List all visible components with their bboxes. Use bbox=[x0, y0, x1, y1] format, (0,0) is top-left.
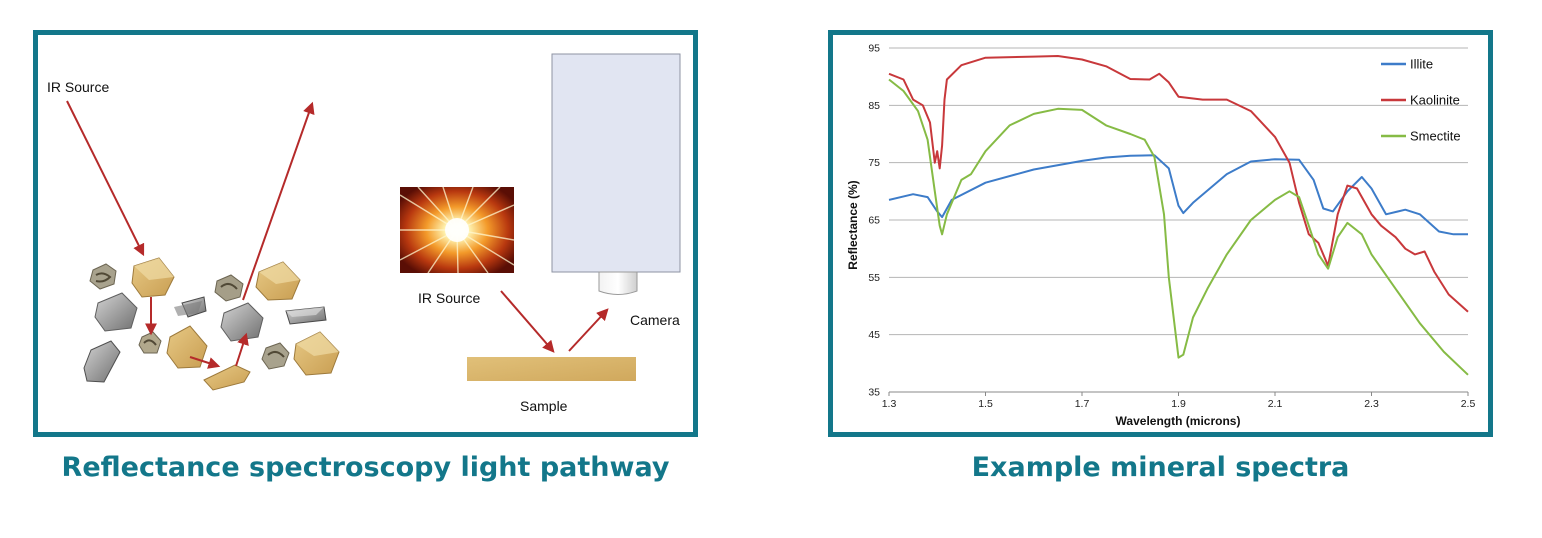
chart-legend: Illite Kaolinite Smectite bbox=[1381, 57, 1461, 144]
mineral-spectra-chart: 35 45 55 65 75 85 95 1.3 1.5 1.7 1.9 2.1 2.3 2.5 Ill… bbox=[846, 43, 1476, 429]
x-tick-label: 2.3 bbox=[1364, 398, 1379, 410]
y-tick-label: 95 bbox=[868, 43, 880, 55]
grain bbox=[293, 331, 340, 376]
grain bbox=[285, 306, 327, 325]
ir-source-label-middle: IR Source bbox=[418, 290, 480, 306]
y-tick-label: 55 bbox=[868, 272, 880, 284]
x-tick-labels: 1.3 1.5 1.7 1.9 2.1 2.3 2.5 bbox=[882, 392, 1476, 410]
x-tick-label: 1.9 bbox=[1171, 398, 1186, 410]
x-tick-label: 1.3 bbox=[882, 398, 897, 410]
series-line-kaolinite bbox=[888, 55, 1469, 313]
grain bbox=[214, 274, 244, 302]
y-tick-label: 75 bbox=[868, 157, 880, 169]
ir-source-image bbox=[399, 186, 515, 274]
sample-to-camera-arrow bbox=[568, 308, 609, 352]
incident-ray-arrow bbox=[66, 100, 145, 257]
x-tick-label: 1.7 bbox=[1075, 398, 1090, 410]
x-tick-label: 2.5 bbox=[1461, 398, 1476, 410]
grain bbox=[131, 257, 175, 298]
grain bbox=[138, 331, 162, 354]
left-caption: Reflectance spectroscopy light pathway bbox=[61, 452, 670, 483]
right-caption: Example mineral spectra bbox=[971, 452, 1350, 483]
mineral-spectra-chart-panel: 35 45 55 65 75 85 95 1.3 1.5 1.7 1.9 2.1 2.3 2.5 Ill… bbox=[828, 30, 1493, 437]
x-tick-label: 2.1 bbox=[1268, 398, 1283, 410]
grain bbox=[203, 364, 251, 391]
legend-label-kaolinite: Kaolinite bbox=[1410, 93, 1460, 108]
light-pathway-diagram: IR Source IR Source Camera Sample bbox=[47, 53, 681, 414]
y-axis-label: Reflectance (%) bbox=[846, 180, 860, 269]
light-path-arrows bbox=[66, 100, 609, 369]
y-tick-label: 65 bbox=[868, 215, 880, 227]
x-axis-label: Wavelength (microns) bbox=[1116, 414, 1241, 428]
sample-label: Sample bbox=[520, 398, 568, 414]
mineral-grains bbox=[83, 257, 340, 391]
series-line-smectite bbox=[888, 78, 1469, 376]
light-pathway-diagram-panel: IR Source IR Source Camera Sample bbox=[33, 30, 698, 437]
grain bbox=[89, 263, 117, 290]
spectra-lines bbox=[888, 55, 1469, 376]
legend-label-illite: Illite bbox=[1410, 57, 1433, 72]
grain bbox=[261, 342, 290, 370]
grain bbox=[94, 292, 138, 332]
camera-label: Camera bbox=[630, 312, 680, 328]
grain bbox=[220, 302, 264, 342]
grain bbox=[166, 325, 208, 369]
y-tick-label: 85 bbox=[868, 100, 880, 112]
x-tick-label: 1.5 bbox=[978, 398, 993, 410]
camera-icon bbox=[551, 53, 681, 295]
grain bbox=[174, 296, 207, 318]
series-line-illite bbox=[888, 154, 1468, 236]
y-tick-labels: 35 45 55 65 75 85 95 bbox=[868, 43, 880, 399]
scatter-ray-arrow bbox=[235, 332, 249, 367]
grain bbox=[83, 340, 121, 383]
chart-gridlines bbox=[889, 47, 1468, 393]
y-tick-label: 45 bbox=[868, 329, 880, 341]
ir-source-label-top: IR Source bbox=[47, 79, 109, 95]
source-to-sample-arrow bbox=[500, 290, 555, 353]
reflected-ray-arrow bbox=[242, 101, 315, 301]
grain bbox=[255, 261, 301, 301]
legend-label-smectite: Smectite bbox=[1410, 129, 1461, 144]
y-tick-label: 35 bbox=[868, 387, 880, 399]
scatter-ray-arrow bbox=[189, 356, 221, 369]
